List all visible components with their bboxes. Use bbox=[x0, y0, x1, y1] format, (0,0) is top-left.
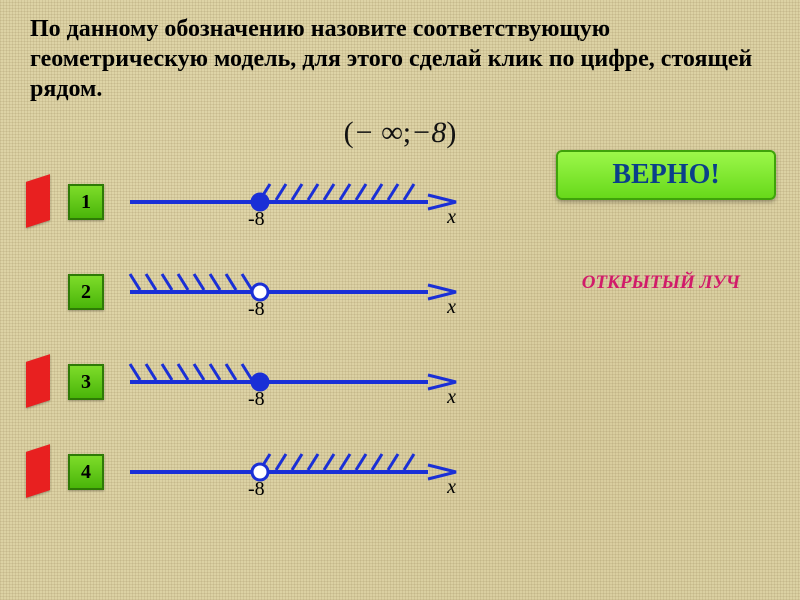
point-label: -8 bbox=[248, 388, 265, 411]
number-line-svg bbox=[120, 160, 460, 250]
interval-right: −8 bbox=[411, 116, 446, 149]
option-button-3[interactable]: 3 bbox=[68, 364, 104, 400]
number-line-svg bbox=[120, 250, 460, 340]
number-line-3: х -8 bbox=[120, 340, 460, 430]
number-line-2: х -8 bbox=[120, 250, 460, 340]
option-row-4: 4 х -8 bbox=[30, 430, 490, 520]
right-paren: ) bbox=[446, 116, 456, 149]
wrong-mark-icon bbox=[26, 444, 50, 498]
interval-notation: (− ∞;−8) bbox=[30, 116, 770, 150]
number-line-svg bbox=[120, 340, 460, 430]
option-row-2: 2 х -8 bbox=[30, 250, 490, 340]
interval-sep: ; bbox=[403, 116, 411, 149]
axis-label: х bbox=[447, 476, 456, 499]
axis-label: х bbox=[447, 386, 456, 409]
wrong-mark-icon bbox=[26, 354, 50, 408]
axis-label: х bbox=[447, 296, 456, 319]
left-paren: ( bbox=[344, 116, 354, 149]
number-line-4: х -8 bbox=[120, 430, 460, 520]
option-button-1[interactable]: 1 bbox=[68, 184, 104, 220]
number-line-svg bbox=[120, 430, 460, 520]
axis-label: х bbox=[447, 206, 456, 229]
point-label: -8 bbox=[248, 298, 265, 321]
answer-type-label: ОТКРЫТЫЙ ЛУЧ bbox=[582, 272, 740, 294]
point-label: -8 bbox=[248, 208, 265, 231]
interval-left: − ∞ bbox=[354, 116, 403, 149]
option-button-4[interactable]: 4 bbox=[68, 454, 104, 490]
options-column: 1 х -8 2 х -8 3 х -8 4 х -8 bbox=[30, 160, 490, 520]
option-row-3: 3 х -8 bbox=[30, 340, 490, 430]
point-label: -8 bbox=[248, 478, 265, 501]
number-line-1: х -8 bbox=[120, 160, 460, 250]
task-text: По данному обозначению назовите соответс… bbox=[30, 14, 770, 104]
correct-label: ВЕРНО! bbox=[612, 159, 719, 191]
wrong-mark-icon bbox=[26, 174, 50, 228]
option-row-1: 1 х -8 bbox=[30, 160, 490, 250]
option-button-2[interactable]: 2 bbox=[68, 274, 104, 310]
correct-badge: ВЕРНО! bbox=[556, 150, 776, 200]
